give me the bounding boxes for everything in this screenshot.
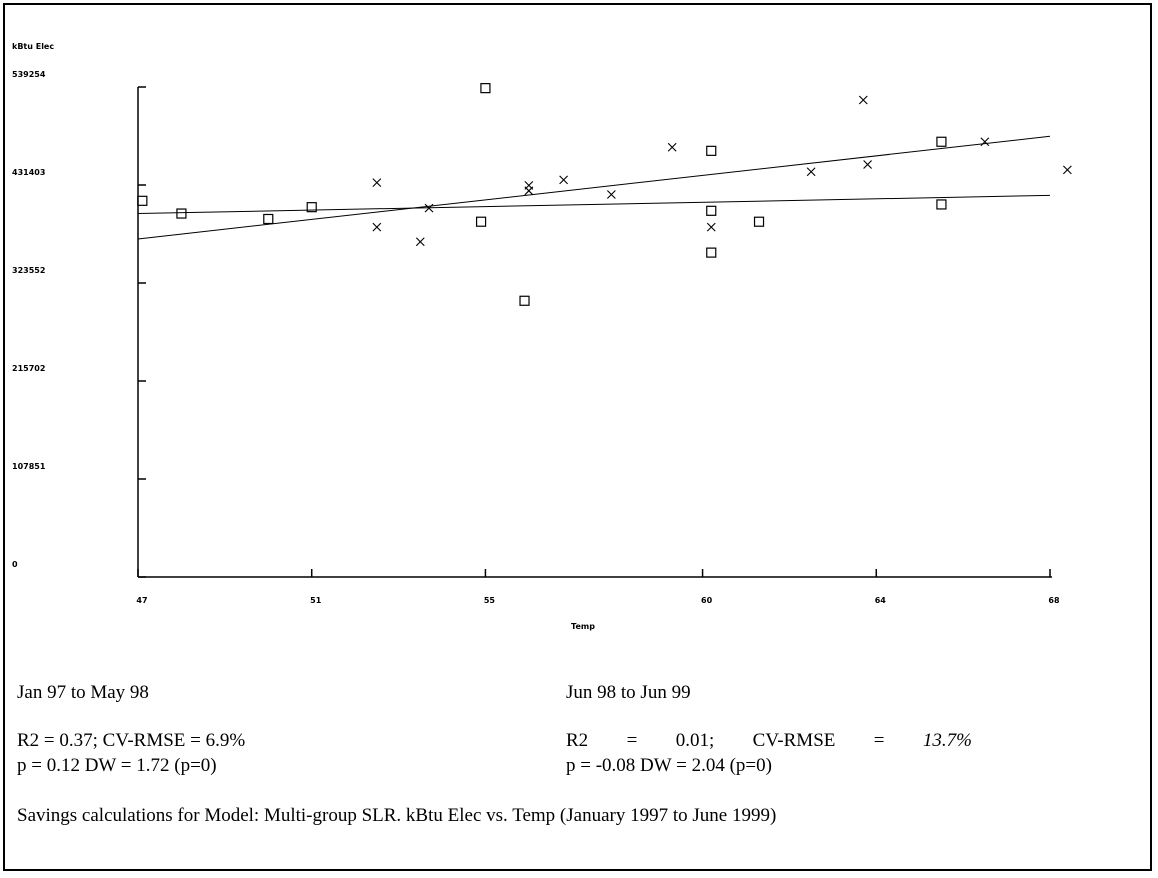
group2-equals-2: = <box>873 730 885 751</box>
group2-cvrmse-label: CV-RMSE <box>752 730 836 751</box>
y-tick-label: 431403 <box>12 168 45 177</box>
data-point-x <box>372 178 382 188</box>
y-tick-label: 107851 <box>12 462 46 471</box>
group2-title: Jun 98 to Jun 99 <box>566 682 691 703</box>
chart-frame: kBtu Elec Temp 0 107851 215702 323552 431403… <box>3 3 1152 871</box>
data-point-square <box>475 216 487 227</box>
group2-r2-label: R2 <box>566 730 589 751</box>
data-point-x <box>524 186 534 196</box>
group2-equals-1: = <box>626 730 638 751</box>
summary-caption: Savings calculations for Model: Multi-gr… <box>17 805 777 826</box>
fit-line-1 <box>137 194 1051 215</box>
y-tick-label: 539254 <box>12 70 46 79</box>
x-axis-title: Temp <box>571 622 595 631</box>
y-tick-label: 323552 <box>12 266 45 275</box>
y-tick-label: 215702 <box>12 364 45 373</box>
fit-lines <box>137 135 1051 240</box>
group2-cvrmse-value: 13.7% <box>922 730 972 751</box>
data-point-square <box>519 295 530 306</box>
data-point-x <box>372 222 382 232</box>
group1-stats-line2: p = 0.12 DW = 1.72 (p=0) <box>17 755 217 776</box>
fit-line-2 <box>137 135 1051 240</box>
scatter-chart: kBtu Elec Temp 0 107851 215702 323552 431403… <box>12 42 1072 631</box>
data-point-x <box>858 95 868 105</box>
data-point-x <box>559 175 568 185</box>
data-point-x <box>667 142 677 152</box>
data-point-x <box>980 137 990 147</box>
data-point-x <box>863 160 872 169</box>
data-point-square <box>936 199 947 210</box>
data-point-square <box>480 83 491 94</box>
data-point-square <box>306 202 317 213</box>
data-point-square <box>753 216 765 227</box>
x-tick-label: 51 <box>310 596 322 605</box>
data-point-x <box>1062 165 1072 175</box>
data-point-x <box>806 167 816 177</box>
y-axis-title: kBtu Elec <box>12 42 54 51</box>
data-point-x <box>606 190 616 199</box>
data-point-square <box>706 145 717 156</box>
data-points <box>137 83 1072 306</box>
x-axis: 47 51 55 60 64 68 <box>136 569 1060 605</box>
data-point-square <box>137 195 148 206</box>
group1-title: Jan 97 to May 98 <box>17 682 149 703</box>
y-tick-label: 0 <box>12 560 18 569</box>
x-tick-label: 55 <box>484 596 496 605</box>
data-point-square <box>263 213 274 225</box>
data-point-x <box>706 222 716 232</box>
data-point-square <box>706 205 717 216</box>
group1-stats-line1: R2 = 0.37; CV-RMSE = 6.9% <box>17 730 246 751</box>
data-point-x <box>424 203 434 213</box>
data-point-square <box>706 247 717 258</box>
x-tick-label: 60 <box>701 596 713 605</box>
y-axis: 0 107851 215702 323552 431403 539254 <box>12 70 146 578</box>
group2-stats-line1: R2 = 0.01; CV-RMSE = 13.7% <box>566 730 972 752</box>
x-tick-label: 47 <box>136 596 147 605</box>
group2-r2-value: 0.01; <box>675 730 715 751</box>
data-point-square <box>936 136 947 147</box>
data-point-x <box>415 237 425 247</box>
x-tick-label: 68 <box>1048 596 1060 605</box>
group2-stats-line2: p = -0.08 DW = 2.04 (p=0) <box>566 755 772 776</box>
data-point-square <box>176 208 187 219</box>
x-tick-label: 64 <box>875 596 887 605</box>
